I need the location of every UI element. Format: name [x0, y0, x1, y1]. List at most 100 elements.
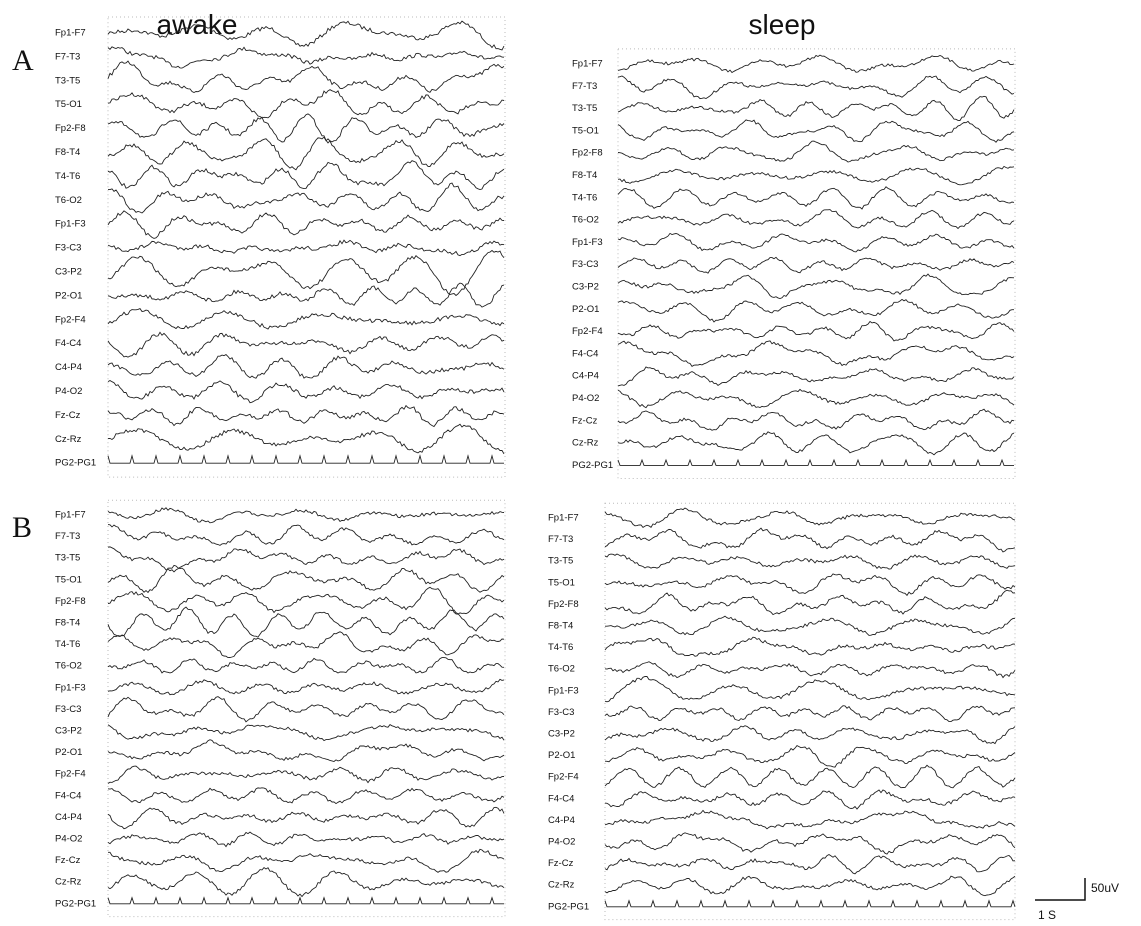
channel-label: Fp1-F7 — [55, 28, 86, 39]
channel-label: Fp2-F4 — [548, 772, 579, 783]
eeg-trace — [617, 54, 1015, 74]
eeg-frame — [617, 48, 1016, 480]
eeg-trace — [107, 239, 505, 257]
eeg-trace — [617, 140, 1015, 163]
eeg-trace — [107, 631, 505, 659]
channel-label: C3-P2 — [572, 282, 599, 293]
channel-label: Fp2-F8 — [572, 148, 603, 159]
eeg-trace — [107, 308, 505, 330]
channel-label: F8-T4 — [55, 618, 80, 629]
eeg-trace — [604, 745, 1016, 768]
channel-label: C3-P2 — [55, 726, 82, 737]
channel-label: T4-T6 — [55, 171, 80, 182]
eeg-trace — [617, 256, 1015, 274]
eeg-trace — [107, 657, 505, 674]
eeg-trace — [107, 678, 505, 696]
channel-label: Fp1-F7 — [55, 510, 86, 521]
eeg-trace — [604, 553, 1016, 570]
channel-label: T4-T6 — [572, 192, 597, 203]
eeg-trace — [107, 896, 504, 905]
eeg-trace — [617, 366, 1015, 387]
channel-label: PG2-PG1 — [55, 458, 96, 469]
eeg-trace — [617, 388, 1015, 409]
channel-label: F8-T4 — [55, 147, 80, 158]
channel-label: P4-O2 — [55, 834, 82, 845]
eeg-trace — [107, 379, 505, 404]
channel-label: T3-T5 — [572, 103, 597, 114]
eeg-trace — [617, 232, 1015, 253]
channel-label: C4-P4 — [55, 812, 82, 823]
channel-label: T3-T5 — [548, 556, 573, 567]
eeg-trace — [107, 831, 505, 848]
eeg-trace — [107, 564, 505, 594]
channel-label: F7-T3 — [55, 51, 80, 62]
channel-label: F8-T4 — [572, 170, 597, 181]
eeg-trace — [107, 739, 505, 762]
eeg-trace — [107, 524, 505, 546]
eeg-trace — [107, 507, 505, 524]
channel-label: F4-C4 — [55, 338, 81, 349]
channel-label: Fp1-F7 — [572, 59, 603, 70]
eeg-trace — [617, 75, 1015, 100]
channel-label: P4-O2 — [55, 386, 82, 397]
channel-label: Fp1-F3 — [572, 237, 603, 248]
channel-label: F3-C3 — [55, 243, 81, 254]
channel-label: C4-P4 — [548, 815, 575, 826]
eeg-trace — [107, 546, 505, 573]
eeg-trace — [107, 866, 505, 898]
channel-label: Fp1-F3 — [55, 219, 86, 230]
channel-label: Fz-Cz — [548, 858, 574, 869]
channel-label: T6-O2 — [572, 215, 599, 226]
channel-label: F7-T3 — [55, 531, 80, 542]
channel-label: Fp2-F4 — [55, 314, 86, 325]
channel-label: Fp1-F3 — [548, 685, 579, 696]
eeg-trace — [107, 282, 505, 308]
eeg-trace — [604, 832, 1016, 855]
eeg-trace — [107, 60, 505, 94]
channel-label: Fp2-F8 — [548, 599, 579, 610]
channel-label: F4-C4 — [548, 793, 574, 804]
eeg-trace — [107, 113, 505, 144]
channel-label: T3-T5 — [55, 75, 80, 86]
eeg-trace — [617, 458, 1014, 466]
eeg-trace — [617, 340, 1015, 368]
eeg-trace — [107, 724, 505, 742]
eeg-trace — [108, 182, 505, 214]
channel-label: Fz-Cz — [55, 855, 81, 866]
channel-label: T5-O1 — [572, 125, 599, 136]
eeg-trace — [604, 764, 1016, 789]
channel-label: PG2-PG1 — [548, 901, 589, 912]
eeg-trace — [107, 696, 505, 723]
channel-label: F7-T3 — [548, 534, 573, 545]
eeg-trace — [107, 354, 505, 379]
eeg-trace — [107, 210, 505, 239]
channel-label: P2-O1 — [55, 747, 82, 758]
channel-label: T5-O1 — [548, 577, 575, 588]
channel-label: Fp2-F8 — [55, 596, 86, 607]
eeg-trace — [107, 89, 505, 119]
row-label: A — [12, 44, 34, 77]
channel-label: T5-O1 — [55, 99, 82, 110]
channel-label: P2-O1 — [55, 290, 82, 301]
channel-label: P2-O1 — [548, 750, 575, 761]
eeg-trace — [617, 209, 1015, 230]
eeg-trace — [617, 320, 1015, 342]
channel-label: Fp2-F4 — [55, 769, 86, 780]
eeg-trace — [108, 848, 505, 873]
channel-label: T4-T6 — [548, 642, 573, 653]
eeg-frame — [107, 16, 506, 478]
channel-label: Fp2-F4 — [572, 326, 603, 337]
eeg-trace — [604, 573, 1016, 597]
channel-label: P4-O2 — [548, 837, 575, 848]
eeg-trace — [604, 853, 1016, 875]
channel-label: F4-C4 — [572, 348, 598, 359]
channel-label: T4-T6 — [55, 639, 80, 650]
channel-label: T6-O2 — [548, 664, 575, 675]
scale-time: 1 S — [1038, 908, 1056, 922]
channel-label: C4-P4 — [55, 362, 82, 373]
channel-label: PG2-PG1 — [572, 460, 613, 471]
eeg-trace — [604, 725, 1016, 745]
eeg-trace — [604, 705, 1016, 723]
eeg-trace — [617, 431, 1015, 456]
